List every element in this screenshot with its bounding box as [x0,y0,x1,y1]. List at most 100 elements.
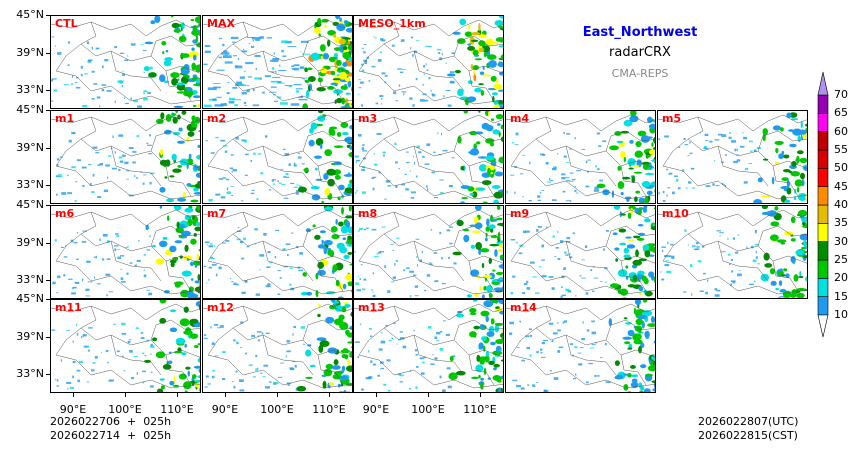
map-panel-m3: m3 [353,110,504,204]
colorbar-level-label: 15 [834,289,848,303]
province-borders [658,114,807,200]
panel-label: m13 [358,301,385,314]
lat-tick-label: 33°N [16,178,44,191]
lat-tick-label: 33°N [16,273,44,286]
colorbar-over-triangle [817,71,829,96]
lon-tick [277,393,278,397]
radar-map [203,300,352,392]
lat-tick-label: 39°N [16,46,44,59]
lon-tick [480,393,481,397]
province-borders [203,114,352,200]
lon-tick [376,393,377,397]
province-borders [203,19,352,105]
radar-map [354,111,503,203]
panel-label: m10 [662,207,689,220]
panel-label: m12 [207,301,234,314]
province-borders [51,19,200,105]
lat-tick [46,148,50,149]
radar-map [51,111,200,203]
province-borders [51,114,200,200]
lon-tick-label: 90°E [362,403,390,416]
colorbar-level-label: 25 [834,253,848,266]
colorbar-segment [817,296,829,316]
variable-name: radarCRX [609,45,671,60]
panel-label: MESO_1km [358,17,426,30]
lat-tick [46,243,50,244]
radar-map [203,16,352,108]
lat-tick-label: 39°N [16,330,44,343]
colorbar-level-label: 50 [834,161,848,175]
colorbar [817,71,829,338]
lon-tick-label: 90°E [59,403,87,416]
colorbar-level-label: 45 [834,179,848,193]
colorbar-segment [817,186,829,206]
panel-label: m11 [55,301,82,314]
colorbar-segment [817,204,829,224]
lon-tick-label: 100°E [260,403,294,416]
lat-tick [46,374,50,375]
lat-tick-label: 45°N [16,8,44,21]
colorbar-level-label: 35 [834,216,848,230]
map-panel-m6: m6 [50,205,201,299]
map-panel-meso_1km: MESO_1km [353,15,504,109]
init-time-line1: 2026022706 + 025h [50,415,172,428]
map-panel-m12: m12 [202,299,353,393]
map-panel-m14: m14 [505,299,656,393]
colorbar-level-label: 65 [834,106,848,120]
colorbar-segment [817,94,829,114]
lon-tick-label: 110°E [160,403,194,416]
colorbar-level-label: 20 [834,271,848,285]
lat-tick-label: 45°N [16,103,44,116]
province-borders [506,303,655,389]
panel-label: MAX [207,17,235,30]
figure-title: East_Northwest [582,25,698,40]
radar-map [506,300,655,392]
province-borders [506,114,655,200]
colorbar-segment [817,223,829,242]
lat-tick-label: 39°N [16,141,44,154]
lon-tick [329,393,330,397]
lat-tick [46,280,50,281]
radar-map [51,16,200,108]
colorbar-level-label: 40 [834,198,848,211]
province-borders [354,303,503,389]
radar-map [203,206,352,298]
radar-map [203,111,352,203]
lat-tick [46,110,50,111]
panel-label: m5 [662,112,682,125]
panel-label: CTL [55,17,78,30]
panel-label: m6 [55,207,75,220]
init-time-line2: 2026022714 + 025h [50,429,172,442]
lat-tick-label: 33°N [16,83,44,96]
lon-tick-label: 100°E [411,403,445,416]
radar-map [506,111,655,203]
lat-tick [46,90,50,91]
panel-label: m3 [358,112,378,125]
lon-tick [125,393,126,397]
lat-tick-label: 45°N [16,292,44,305]
colorbar-level-label: 30 [834,234,848,248]
lon-tick-label: 110°E [312,403,346,416]
colorbar-under-triangle [817,314,829,338]
lat-tick-label: 33°N [16,367,44,380]
colorbar-segment [817,149,829,169]
lon-tick [428,393,429,397]
map-panel-m13: m13 [353,299,504,393]
lat-tick-label: 39°N [16,236,44,249]
province-borders [658,209,807,295]
map-panel-m5: m5 [657,110,808,204]
lon-tick-label: 110°E [463,403,497,416]
panel-label: m2 [207,112,227,125]
map-panel-ctl: CTL [50,15,201,109]
radar-map [51,300,200,392]
lon-tick [225,393,226,397]
province-borders [203,303,352,389]
radar-map [658,112,807,203]
valid-time-utc: 2026022807(UTC) [698,415,799,428]
panel-label: m14 [510,301,537,314]
lon-tick [177,393,178,397]
map-panel-m1: m1 [50,110,201,204]
province-borders [506,209,655,295]
panel-label: m7 [207,207,227,220]
colorbar-level-label: 60 [834,124,848,138]
